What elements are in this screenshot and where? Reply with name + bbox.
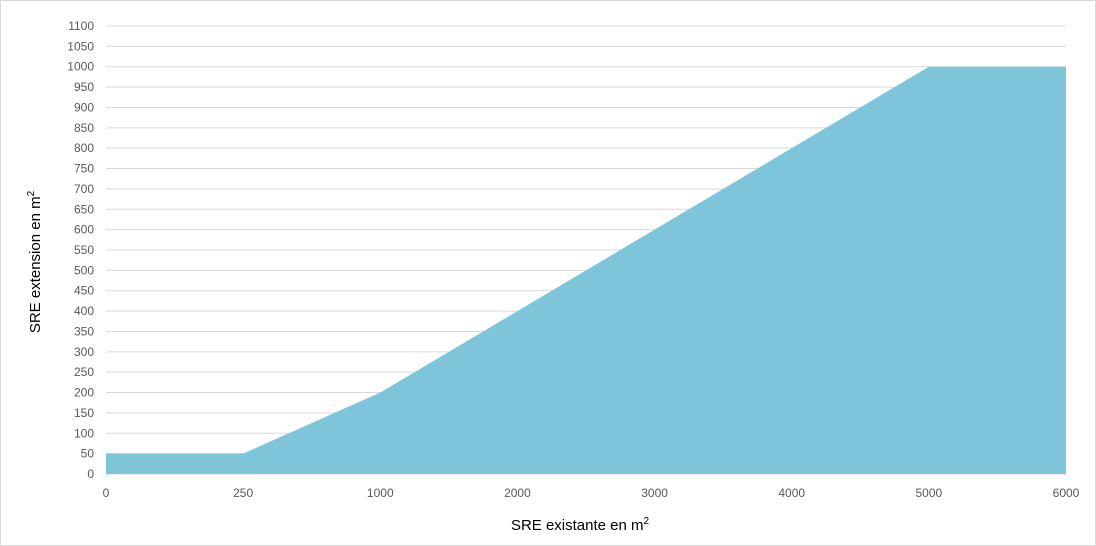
y-tick-label-1050: 1050 [67, 39, 94, 53]
y-tick-label-200: 200 [74, 386, 94, 400]
x-tick-label-3000: 3000 [641, 486, 668, 500]
y-tick-label-650: 650 [74, 202, 94, 216]
x-axis-ticks: 0 250 1000 2000 3000 4000 5000 6000 [103, 486, 1080, 500]
y-tick-label-900: 900 [74, 100, 94, 114]
y-tick-label-550: 550 [74, 243, 94, 257]
x-tick-label-4000: 4000 [778, 486, 805, 500]
y-tick-label-400: 400 [74, 304, 94, 318]
y-tick-label-600: 600 [74, 223, 94, 237]
x-tick-label-0: 0 [103, 486, 110, 500]
y-tick-label-300: 300 [74, 345, 94, 359]
y-tick-label-500: 500 [74, 263, 94, 277]
y-tick-label-950: 950 [74, 80, 94, 94]
area-series-0 [106, 66, 1066, 475]
y-axis-ticks: 0 50 100 150 200 250 300 350 400 450 500 550 600 650 7… [67, 19, 94, 481]
y-tick-label-0: 0 [87, 467, 94, 481]
y-tick-label-850: 850 [74, 121, 94, 135]
x-tick-label-6000: 6000 [1053, 486, 1080, 500]
x-tick-label-2000: 2000 [504, 486, 531, 500]
x-tick-label-1000: 1000 [367, 486, 394, 500]
area-series [106, 66, 1066, 475]
y-tick-label-100: 100 [74, 426, 94, 440]
y-tick-label-1100: 1100 [68, 19, 94, 33]
y-tick-label-750: 750 [74, 162, 94, 176]
y-tick-label-450: 450 [74, 284, 94, 298]
x-tick-label-5000: 5000 [916, 486, 943, 500]
y-tick-label-700: 700 [74, 182, 94, 196]
y-axis-title: SRE extension en m2 [26, 190, 44, 333]
y-tick-label-250: 250 [74, 365, 94, 379]
x-tick-label-250: 250 [233, 486, 253, 500]
y-tick-label-800: 800 [74, 141, 94, 155]
x-axis-title: SRE existante en m2 [511, 516, 650, 534]
y-tick-label-1000: 1000 [67, 60, 94, 74]
y-tick-label-350: 350 [74, 324, 94, 338]
y-tick-label-150: 150 [74, 406, 94, 420]
y-tick-label-50: 50 [81, 447, 95, 461]
